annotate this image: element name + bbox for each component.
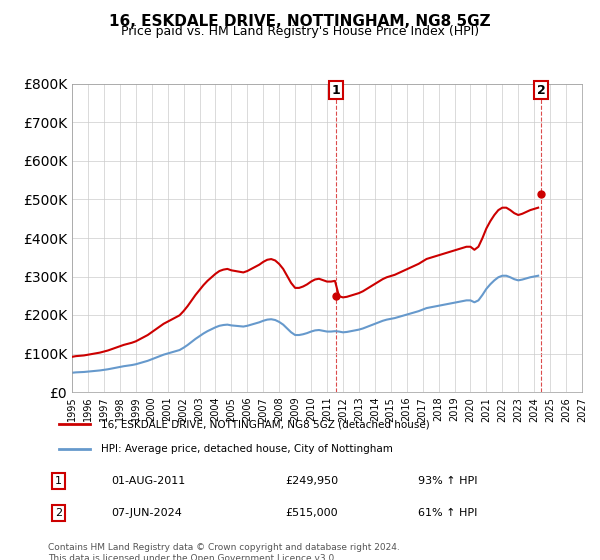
- Text: 61% ↑ HPI: 61% ↑ HPI: [418, 508, 477, 518]
- Text: HPI: Average price, detached house, City of Nottingham: HPI: Average price, detached house, City…: [101, 445, 392, 454]
- Text: 16, ESKDALE DRIVE, NOTTINGHAM, NG8 5GZ (detached house): 16, ESKDALE DRIVE, NOTTINGHAM, NG8 5GZ (…: [101, 419, 430, 429]
- Text: 1: 1: [332, 84, 341, 97]
- Text: 2: 2: [55, 508, 62, 518]
- Text: 16, ESKDALE DRIVE, NOTTINGHAM, NG8 5GZ: 16, ESKDALE DRIVE, NOTTINGHAM, NG8 5GZ: [109, 14, 491, 29]
- Text: 93% ↑ HPI: 93% ↑ HPI: [418, 476, 477, 486]
- Text: 1: 1: [55, 476, 62, 486]
- Text: Price paid vs. HM Land Registry's House Price Index (HPI): Price paid vs. HM Land Registry's House …: [121, 25, 479, 38]
- Text: Contains HM Land Registry data © Crown copyright and database right 2024.
This d: Contains HM Land Registry data © Crown c…: [48, 543, 400, 560]
- Text: 07-JUN-2024: 07-JUN-2024: [112, 508, 182, 518]
- Text: £515,000: £515,000: [286, 508, 338, 518]
- Text: 01-AUG-2011: 01-AUG-2011: [112, 476, 185, 486]
- Text: £249,950: £249,950: [286, 476, 339, 486]
- Text: 2: 2: [537, 84, 545, 97]
